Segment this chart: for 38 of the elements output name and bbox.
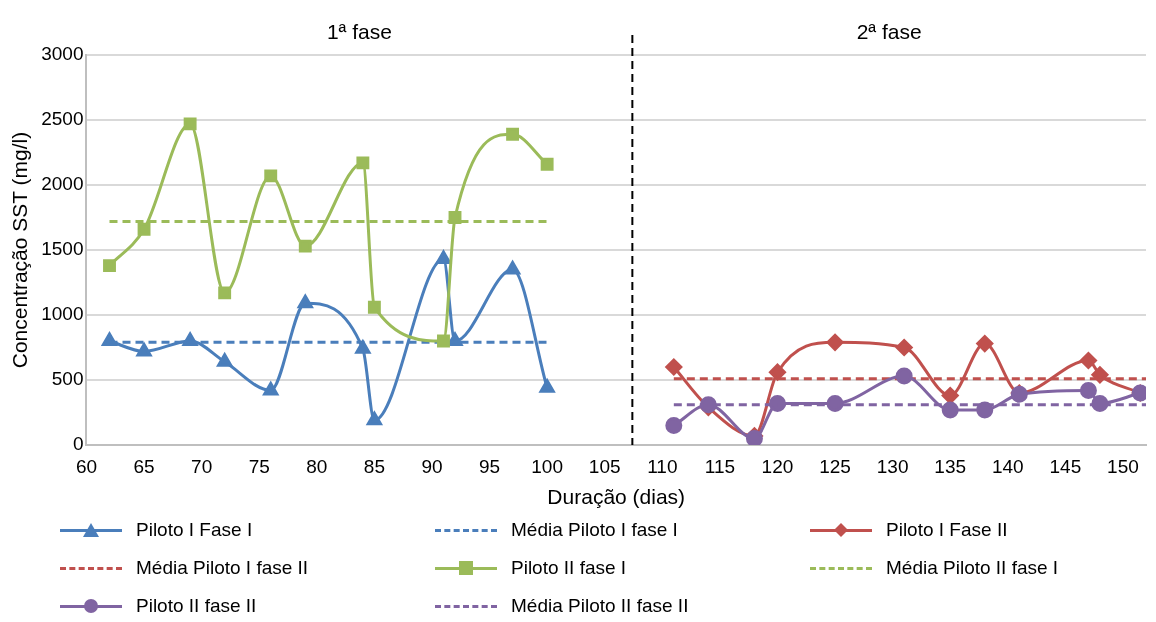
x-tick-label: 70: [191, 455, 213, 477]
x-tick-label: 80: [306, 455, 328, 477]
x-tick-label: 65: [133, 455, 155, 477]
legend-label: Média Piloto I fase II: [136, 557, 309, 579]
y-tick-label: 2000: [41, 173, 84, 195]
x-tick-label: 85: [363, 455, 385, 477]
legend-label: Média Piloto II fase I: [886, 557, 1059, 579]
y-tick-label: 2500: [41, 108, 84, 130]
x-tick-label: 100: [531, 455, 563, 477]
y-tick-label: 500: [51, 368, 84, 390]
y-tick-label: 3000: [41, 43, 84, 65]
x-tick-label: 115: [704, 455, 736, 477]
legend-label: Média Piloto I fase I: [511, 519, 678, 541]
y-tick-label: 0: [72, 433, 84, 455]
text: 1ª fase: [326, 19, 392, 43]
legend-label: Piloto II fase I: [511, 557, 627, 579]
x-tick-label: 60: [75, 455, 98, 477]
legend-label: Piloto I Fase I: [136, 519, 253, 541]
legend-label: Piloto I Fase II: [886, 519, 1008, 541]
legend-label: Piloto II fase II: [136, 595, 257, 617]
x-tick-label: 130: [876, 455, 909, 477]
x-axis-title: Duração (dias): [547, 485, 686, 509]
x-tick-label: 145: [1049, 455, 1082, 477]
legend-label: Média Piloto II fase II: [511, 595, 689, 617]
y-tick-label: 1000: [41, 303, 84, 325]
x-tick-label: 95: [478, 455, 501, 477]
x-tick-label: 90: [421, 455, 443, 477]
x-tick-label: 110: [647, 455, 678, 477]
x-tick-label: 150: [1107, 455, 1139, 477]
y-tick-label: 1500: [41, 238, 84, 260]
x-tick-label: 105: [588, 455, 621, 477]
x-tick-label: 125: [819, 455, 851, 477]
y-axis-title: Concentração SST (mg/l): [8, 131, 32, 369]
x-tick-label: 140: [991, 455, 1024, 477]
x-tick-label: 120: [761, 455, 794, 477]
x-tick-label: 135: [934, 455, 967, 477]
x-tick-label: 75: [248, 455, 270, 477]
text: 2ª fase: [856, 19, 922, 43]
